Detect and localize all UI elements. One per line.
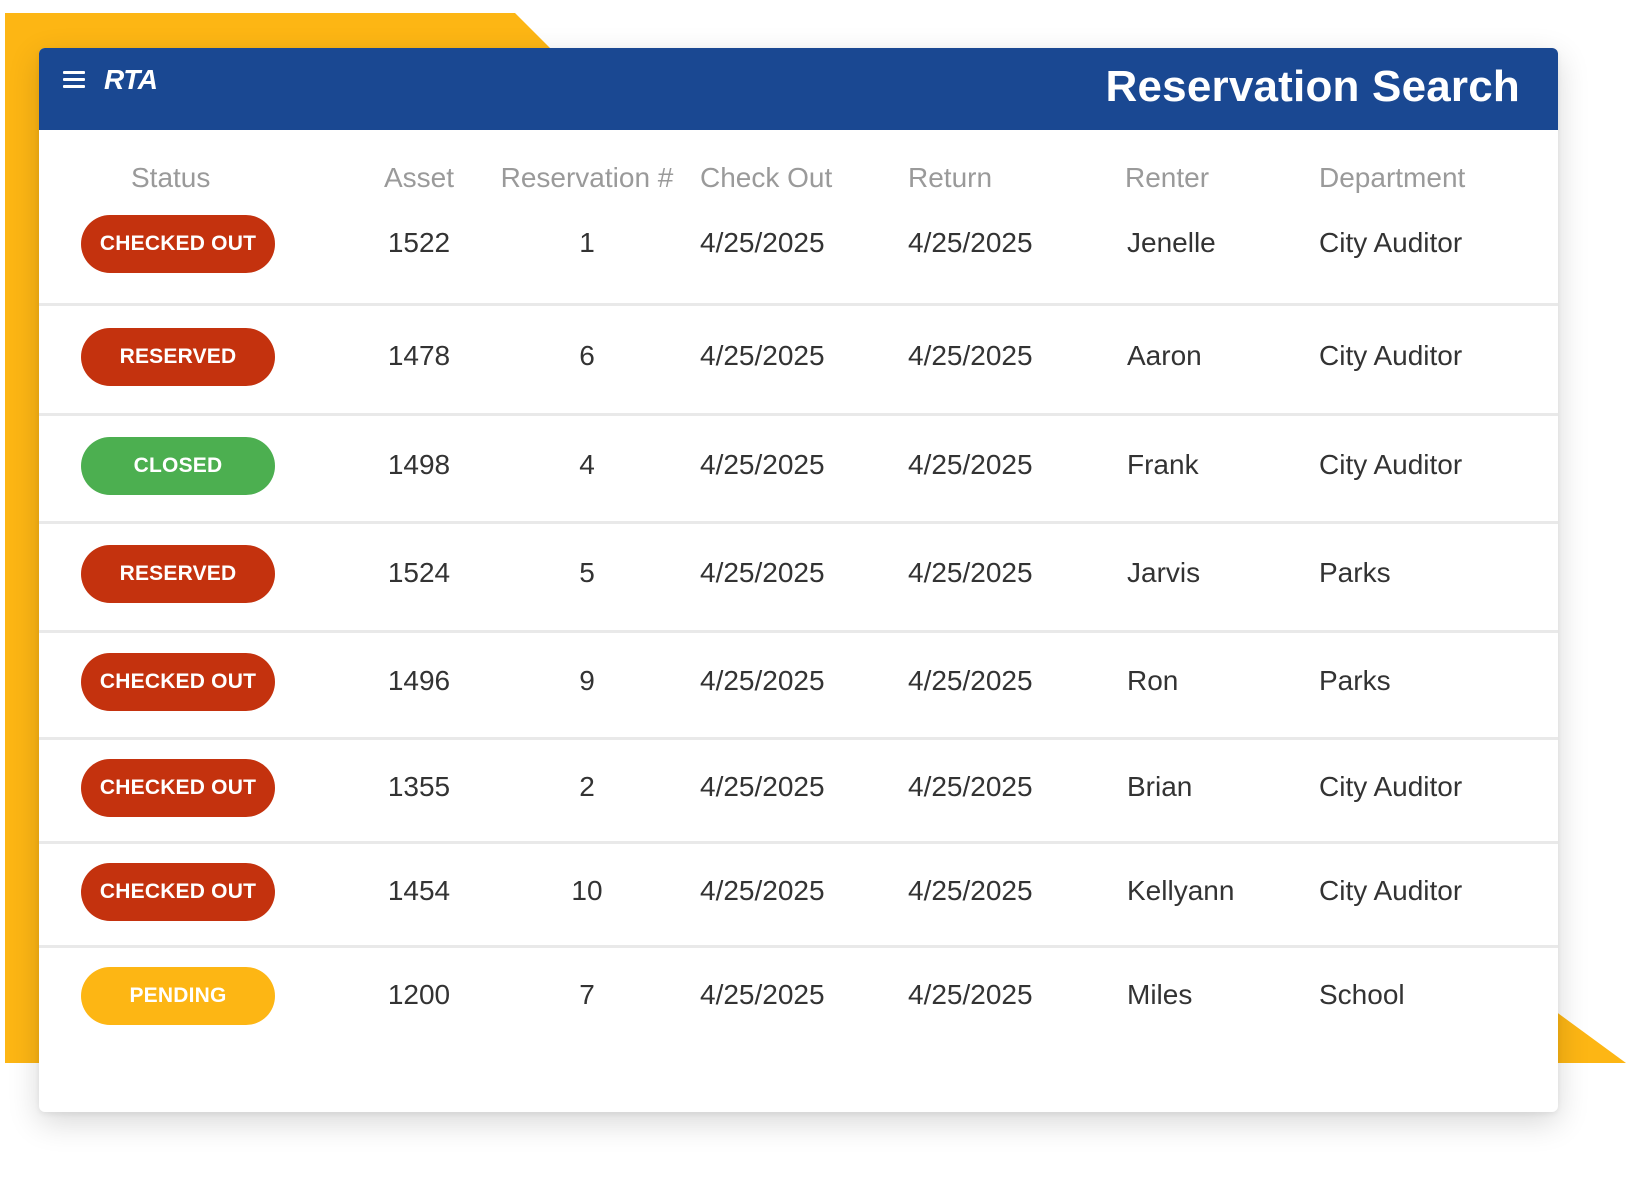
status-badge[interactable]: CLOSED — [81, 437, 275, 495]
asset-cell: 1454 — [387, 875, 451, 906]
column-header-check-out[interactable]: Check Out — [700, 162, 833, 193]
table-row[interactable]: CLOSED 1498 4 4/25/2025 4/25/2025 Frank City A… — [39, 413, 1558, 521]
renter-cell: Jenelle — [1127, 227, 1216, 258]
status-badge[interactable]: RESERVED — [81, 328, 275, 386]
return-date-cell: 4/25/2025 — [908, 340, 1033, 371]
asset-cell: 1478 — [387, 340, 451, 371]
asset-cell: 1498 — [387, 449, 451, 480]
asset-cell: 1355 — [387, 771, 451, 802]
status-badge[interactable]: CHECKED OUT — [81, 653, 275, 711]
status-badge[interactable]: RESERVED — [81, 545, 275, 603]
check-out-date-cell: 4/25/2025 — [700, 665, 825, 696]
column-header-department[interactable]: Department — [1319, 162, 1466, 193]
renter-cell: Brian — [1127, 771, 1193, 802]
renter-cell: Miles — [1127, 979, 1193, 1010]
reservation-card: RTA Reservation Search Status Asset Rese… — [39, 48, 1558, 1112]
column-header-reservation[interactable]: Reservation # — [500, 162, 674, 193]
column-header-renter[interactable]: Renter — [1125, 162, 1210, 193]
check-out-date-cell: 4/25/2025 — [700, 875, 825, 906]
status-badge[interactable]: PENDING — [81, 967, 275, 1025]
table-row[interactable]: RESERVED 1478 6 4/25/2025 4/25/2025 Aaron City… — [39, 303, 1558, 413]
department-cell: City Auditor — [1319, 449, 1463, 480]
reservation-number-cell: 2 — [579, 771, 595, 802]
table-row[interactable]: CHECKED OUT 1454 10 4/25/2025 4/25/2025 Kelly… — [39, 841, 1558, 945]
renter-cell: Aaron — [1127, 340, 1202, 371]
reservation-number-cell: 4 — [579, 449, 595, 480]
renter-cell: Kellyann — [1127, 875, 1235, 906]
table-row[interactable]: RESERVED 1524 5 4/25/2025 4/25/2025 Jarvis Par… — [39, 521, 1558, 630]
renter-cell: Jarvis — [1127, 557, 1201, 588]
department-cell: City Auditor — [1319, 227, 1463, 258]
asset-cell: 1200 — [387, 979, 451, 1010]
department-cell: City Auditor — [1319, 340, 1463, 371]
column-header-asset[interactable]: Asset — [383, 162, 455, 193]
check-out-date-cell: 4/25/2025 — [700, 449, 825, 480]
department-cell: Parks — [1319, 665, 1391, 696]
table-body: CHECKED OUT 1522 1 4/25/2025 4/25/2025 Jenell… — [39, 215, 1558, 1049]
asset-cell: 1496 — [387, 665, 451, 696]
check-out-date-cell: 4/25/2025 — [700, 771, 825, 802]
check-out-date-cell: 4/25/2025 — [700, 557, 825, 588]
return-date-cell: 4/25/2025 — [908, 449, 1033, 480]
return-date-cell: 4/25/2025 — [908, 557, 1033, 588]
reservation-number-cell: 10 — [571, 875, 603, 906]
hamburger-menu-icon[interactable] — [63, 71, 85, 89]
reservation-number-cell: 7 — [579, 979, 595, 1010]
table-row[interactable]: CHECKED OUT 1355 2 4/25/2025 4/25/2025 Brian C… — [39, 737, 1558, 841]
asset-cell: 1524 — [387, 557, 451, 588]
check-out-date-cell: 4/25/2025 — [700, 979, 825, 1010]
table-row[interactable]: PENDING 1200 7 4/25/2025 4/25/2025 Miles Schoo… — [39, 945, 1558, 1049]
return-date-cell: 4/25/2025 — [908, 771, 1033, 802]
reservation-number-cell: 5 — [579, 557, 595, 588]
reservation-number-cell: 1 — [579, 227, 595, 258]
status-badge[interactable]: CHECKED OUT — [81, 215, 275, 273]
return-date-cell: 4/25/2025 — [908, 979, 1033, 1010]
column-header-return[interactable]: Return — [908, 162, 993, 193]
top-bar: RTA Reservation Search — [39, 48, 1558, 130]
return-date-cell: 4/25/2025 — [908, 227, 1033, 258]
renter-cell: Ron — [1127, 665, 1179, 696]
asset-cell: 1522 — [387, 227, 451, 258]
department-cell: City Auditor — [1319, 771, 1463, 802]
return-date-cell: 4/25/2025 — [908, 665, 1033, 696]
department-cell: Parks — [1319, 557, 1391, 588]
page-title: Reservation Search — [1105, 62, 1520, 111]
status-badge[interactable]: CHECKED OUT — [81, 759, 275, 817]
reservation-number-cell: 9 — [579, 665, 595, 696]
table-row[interactable]: CHECKED OUT 1496 9 4/25/2025 4/25/2025 Ron Par… — [39, 630, 1558, 737]
return-date-cell: 4/25/2025 — [908, 875, 1033, 906]
column-header-status[interactable]: Status — [131, 162, 211, 193]
check-out-date-cell: 4/25/2025 — [700, 227, 825, 258]
app-logo: RTA — [104, 64, 158, 95]
department-cell: City Auditor — [1319, 875, 1463, 906]
reservation-number-cell: 6 — [579, 340, 595, 371]
status-badge[interactable]: CHECKED OUT — [81, 863, 275, 921]
table-row[interactable]: CHECKED OUT 1522 1 4/25/2025 4/25/2025 Jenell… — [39, 215, 1558, 303]
renter-cell: Frank — [1127, 449, 1199, 480]
table-header: Status Asset Reservation # Check Out Ret… — [39, 130, 1558, 228]
department-cell: School — [1319, 979, 1405, 1010]
check-out-date-cell: 4/25/2025 — [700, 340, 825, 371]
